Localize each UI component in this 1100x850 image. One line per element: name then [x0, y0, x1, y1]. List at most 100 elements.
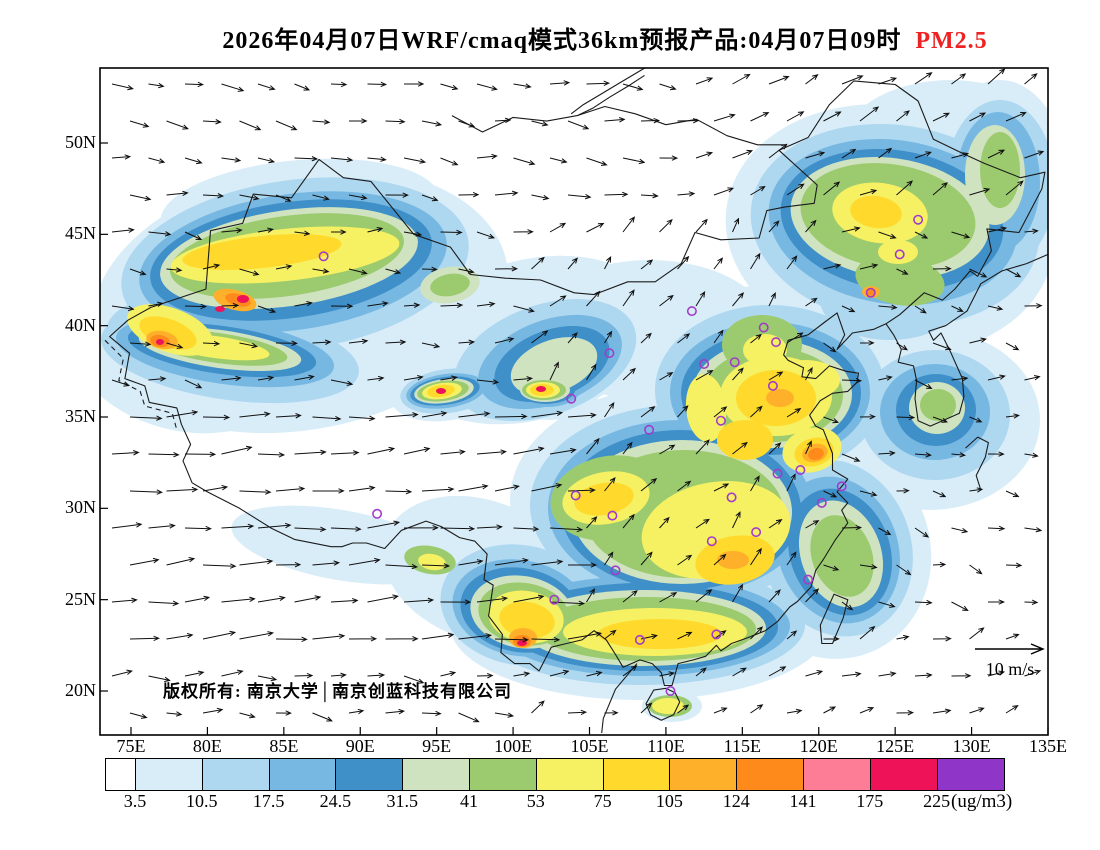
wind-arrow-icon: [640, 332, 652, 344]
wind-arrow-icon: [257, 157, 276, 164]
wind-arrow-icon: [494, 117, 512, 124]
wind-arrow-icon: [659, 444, 676, 455]
wind-arrow-icon: [586, 437, 600, 455]
wind-arrow-icon: [403, 375, 424, 381]
station-marker: [604, 348, 615, 359]
station-marker: [803, 574, 814, 585]
wind-arrow-icon: [805, 297, 818, 307]
wind-arrow-icon: [385, 563, 419, 570]
wind-arrow-icon: [786, 111, 805, 122]
wind-arrow-icon: [859, 707, 875, 714]
colorbar-cell: [937, 759, 1005, 790]
wind-arrow-icon: [987, 670, 1006, 677]
wind-arrow-icon: [549, 361, 559, 381]
wind-arrow-icon: [622, 157, 646, 165]
wind-arrow-icon: [312, 268, 330, 274]
wind-arrow-icon: [841, 453, 861, 462]
colorbar-cell: [536, 759, 604, 790]
wind-arrow-icon: [440, 671, 457, 677]
wind-arrow-icon: [129, 194, 152, 201]
wind-arrow-icon: [494, 712, 515, 718]
wind-arrow-icon: [1005, 562, 1023, 569]
title-text: 2026年04月07日WRF/cmaq模式36km预报产品:04月07日09时: [222, 28, 902, 54]
wind-arrow-icon: [677, 631, 693, 640]
wind-arrow-icon: [403, 446, 431, 455]
wind-arrow-icon: [476, 673, 494, 679]
lat-tick-label: 25N: [65, 588, 96, 609]
station-marker: [607, 510, 618, 521]
wind-arrow-icon: [841, 601, 854, 611]
wind-arrow-icon: [732, 441, 748, 455]
station-marker: [686, 306, 697, 317]
wind-arrow-icon: [932, 265, 952, 272]
wind-arrow-icon: [440, 157, 459, 166]
wind-arrow-icon: [659, 155, 679, 161]
wind-arrow-icon: [932, 182, 948, 196]
wind-arrow-icon: [275, 486, 306, 492]
wind-arrow-icon: [750, 252, 761, 270]
wind-arrow-icon: [331, 229, 347, 235]
wind-arrow-icon: [494, 558, 529, 566]
wind-arrow-icon: [421, 266, 438, 272]
wind-arrow-icon: [257, 675, 278, 682]
station-marker: [816, 497, 827, 508]
wind-arrow-icon: [421, 411, 448, 418]
wind-arrow-icon: [750, 475, 760, 492]
wind-arrow-icon: [440, 525, 476, 532]
wind-arrow-icon: [294, 301, 313, 307]
wind-arrow-icon: [294, 374, 315, 381]
station-marker: [711, 629, 722, 640]
wind-arrow-icon: [531, 120, 549, 127]
station-marker: [751, 527, 762, 538]
wind-arrow-icon: [640, 702, 653, 714]
wind-arrow-icon: [257, 595, 286, 603]
wind-arrow-icon: [878, 527, 892, 536]
wind-arrow-icon: [458, 559, 484, 566]
wind-vectors: [111, 68, 1045, 723]
wind-arrow-icon: [294, 83, 311, 91]
wind-arrow-icon: [275, 120, 298, 131]
wind-arrow-icon: [348, 268, 368, 275]
wind-arrow-icon: [184, 157, 203, 165]
wind-arrow-icon: [640, 117, 661, 124]
wind-arrow-icon: [367, 227, 384, 233]
colorbar-tick-label: 10.5: [186, 791, 218, 811]
wind-arrow-icon: [367, 594, 400, 603]
wind-arrow-icon: [695, 290, 706, 307]
wind-arrow-icon: [202, 193, 225, 199]
wind-arrow-icon: [823, 416, 840, 424]
wind-arrow-icon: [1005, 490, 1020, 498]
wind-arrow-icon: [494, 190, 519, 197]
wind-arrow-icon: [914, 231, 929, 239]
wind-arrow-icon: [349, 118, 368, 124]
colorbar-unit-label: (ug/m3): [951, 791, 1013, 812]
wind-arrow-icon: [513, 446, 545, 455]
wind-arrow-icon: [640, 193, 659, 199]
wind-arrow-icon: [184, 595, 211, 603]
wind-arrow-icon: [932, 490, 947, 498]
wind-arrow-icon: [111, 669, 133, 677]
wind-scale-arrow-icon: [975, 643, 1045, 655]
wind-arrow-icon: [932, 342, 952, 351]
wind-arrow-icon: [732, 149, 754, 159]
wind-arrow-icon: [440, 229, 463, 236]
wind-arrow-icon: [330, 156, 354, 163]
lat-tick-label: 50N: [65, 132, 96, 152]
wind-arrow-icon: [440, 375, 458, 381]
wind-arrow-icon: [932, 636, 952, 642]
wind-arrow-icon: [823, 490, 838, 498]
wind-arrow-icon: [786, 183, 805, 196]
wind-arrow-icon: [859, 564, 878, 570]
wind-arrow-icon: [695, 218, 708, 233]
wind-arrow-icon: [294, 672, 314, 679]
wind-arrow-icon: [823, 263, 842, 270]
wind-arrow-icon: [878, 450, 896, 456]
wind-arrow-icon: [531, 483, 563, 492]
wind-arrow-icon: [275, 413, 302, 419]
wind-arrow-icon: [677, 405, 689, 418]
wind-arrow-icon: [330, 379, 354, 386]
colorbar-cell: [870, 759, 938, 790]
wind-arrow-icon: [513, 305, 535, 313]
wind-arrow-icon: [786, 473, 796, 492]
wind-arrow-icon: [713, 483, 730, 492]
